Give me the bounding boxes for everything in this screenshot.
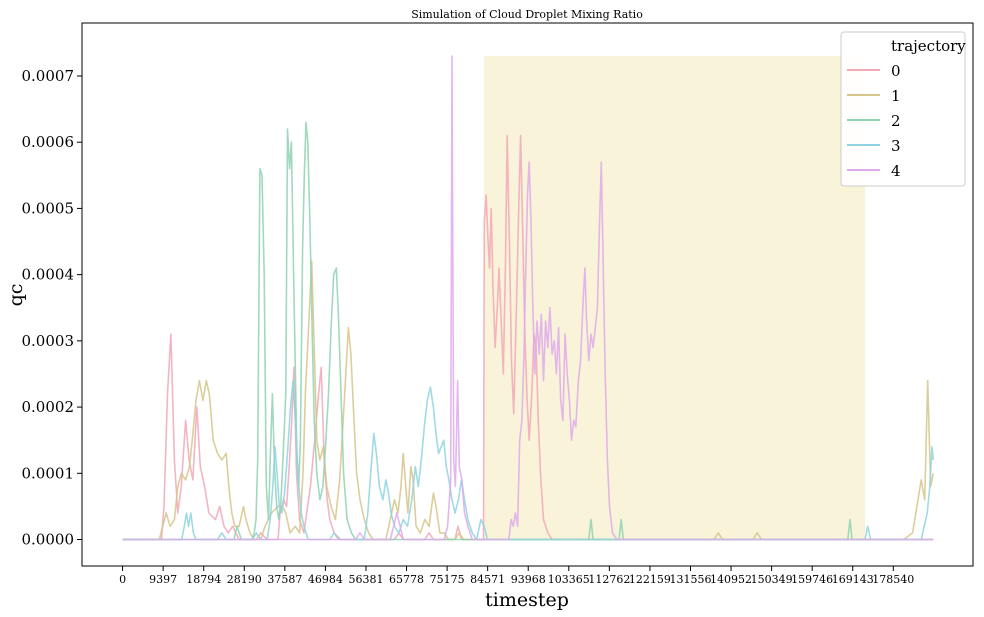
x-tick-label: 93968 [511,573,546,586]
series-line-1 [122,260,935,541]
x-tick-label: 103365 [548,573,590,586]
x-axis: 0 9397 18794 28190 37587 46984 56381 65778 75175… [119,566,914,586]
legend-box [840,31,966,187]
y-tick-label: 0.0005 [22,199,75,217]
x-tick-label: 37587 [267,573,302,586]
y-axis: 0.0000 0.0001 0.0002 0.0003 0.0004 0.0005 0.00… [22,67,82,549]
y-tick-label: 0.0000 [22,531,75,549]
x-tick-label: 56381 [348,573,383,586]
shaded-region [483,56,866,540]
x-tick-label: 131556 [669,573,711,586]
legend-label: 2 [891,112,901,130]
x-tick-label: 150349 [751,573,793,586]
legend-label: 0 [891,62,901,80]
legend-item-1: 1 [847,87,901,105]
x-tick-label: 122159 [629,573,671,586]
legend-label: 1 [891,87,901,105]
series-line-2 [122,121,934,541]
x-tick-label: 75175 [430,573,465,586]
legend-item-4: 4 [847,162,901,180]
plot-area [81,22,974,567]
x-axis-label: timestep [485,589,569,611]
y-tick-label: 0.0007 [22,67,75,85]
x-tick-label: 28190 [227,573,262,586]
x-tick-label: 65778 [389,573,424,586]
series-layer [122,55,935,541]
chart-title: Simulation of Cloud Droplet Mixing Ratio [411,8,643,21]
x-tick-label: 159746 [791,573,833,586]
legend-label: 3 [891,137,901,155]
legend: trajectory 0 1 2 3 4 [840,31,966,187]
legend-item-3: 3 [847,137,901,155]
legend-item-2: 2 [847,112,901,130]
plot-frame [81,22,974,567]
legend-items: 0 1 2 3 4 [847,62,901,180]
legend-label: 4 [891,162,901,180]
x-tick-label: 84571 [470,573,505,586]
x-tick-label: 169143 [832,573,874,586]
y-axis-label: qc [5,284,27,307]
y-tick-label: 0.0001 [22,464,75,482]
legend-title: trajectory [891,37,966,55]
x-tick-label: 140952 [710,573,752,586]
legend-item-0: 0 [847,62,901,80]
x-tick-label: 112762 [588,573,630,586]
series-line-4 [122,55,934,541]
x-tick-label: 0 [119,573,126,586]
x-tick-label: 9397 [149,573,177,586]
y-tick-label: 0.0002 [22,398,75,416]
y-tick-label: 0.0003 [22,332,75,350]
x-tick-label: 178540 [872,573,914,586]
x-tick-label: 46984 [308,573,343,586]
x-tick-label: 18794 [186,573,221,586]
y-tick-label: 0.0004 [22,266,75,284]
y-tick-label: 0.0006 [22,133,75,151]
